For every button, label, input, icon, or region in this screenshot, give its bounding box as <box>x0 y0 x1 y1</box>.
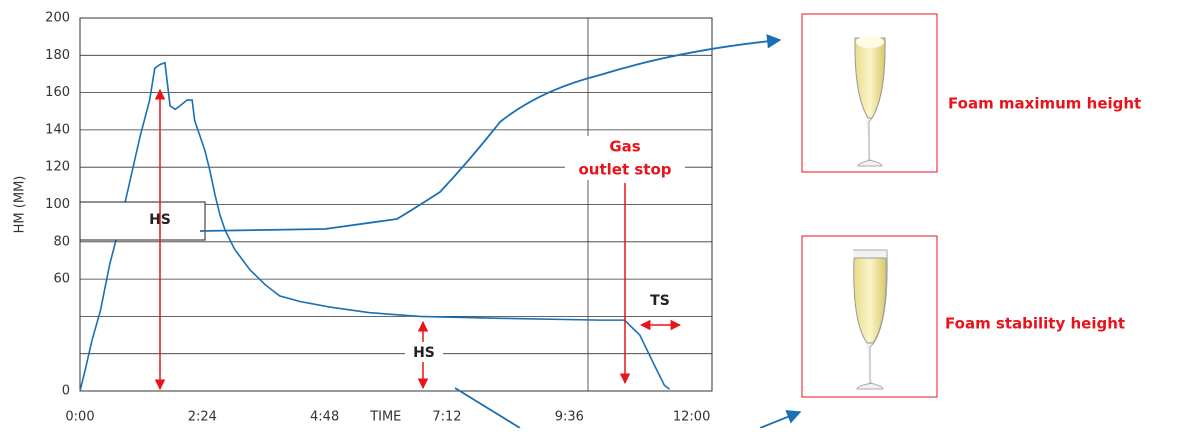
y-axis-label: HM (MM) <box>13 176 28 234</box>
callout-line <box>455 388 520 428</box>
x-tick-label: 4:48 <box>310 410 339 425</box>
hs-lower-label: HS <box>413 345 435 361</box>
y-tick-label: 140 <box>45 122 70 137</box>
callout-arrow <box>760 412 800 428</box>
figure: 0 60 80 100 120 140 160 180 200 0:00 2:24 4:48 7:12 9… <box>0 0 1190 428</box>
glass-panel: Foam stability height <box>802 236 1125 397</box>
x-tick-label: 9:36 <box>555 410 584 425</box>
y-tick-label: 200 <box>45 11 70 26</box>
glass-panel: Foam maximum height <box>802 14 1141 172</box>
hs-box <box>80 202 205 240</box>
y-tick-label: 100 <box>45 197 70 212</box>
y-tick-label: 80 <box>53 234 70 249</box>
y-tick-label: 160 <box>45 85 70 100</box>
gas-stop-label: Gas <box>609 138 640 156</box>
panel-caption: Foam maximum height <box>948 95 1141 113</box>
x-tick-label: 2:24 <box>188 410 217 425</box>
y-tick-label: 60 <box>53 272 70 287</box>
x-tick-label: 12:00 <box>673 410 710 425</box>
x-tick-label: 7:12 <box>432 410 461 425</box>
x-tick-label: 0:00 <box>65 410 94 425</box>
y-tick-label: 180 <box>45 48 70 63</box>
gas-stop-label: outlet stop <box>578 161 671 179</box>
y-tick-label: 120 <box>45 160 70 175</box>
panel-caption: Foam stability height <box>945 315 1125 333</box>
foam <box>856 36 884 48</box>
ts-label: TS <box>650 293 670 309</box>
callout-arrow <box>200 40 780 231</box>
x-axis-label: TIME <box>369 410 401 425</box>
y-tick-label: 0 <box>62 384 70 399</box>
